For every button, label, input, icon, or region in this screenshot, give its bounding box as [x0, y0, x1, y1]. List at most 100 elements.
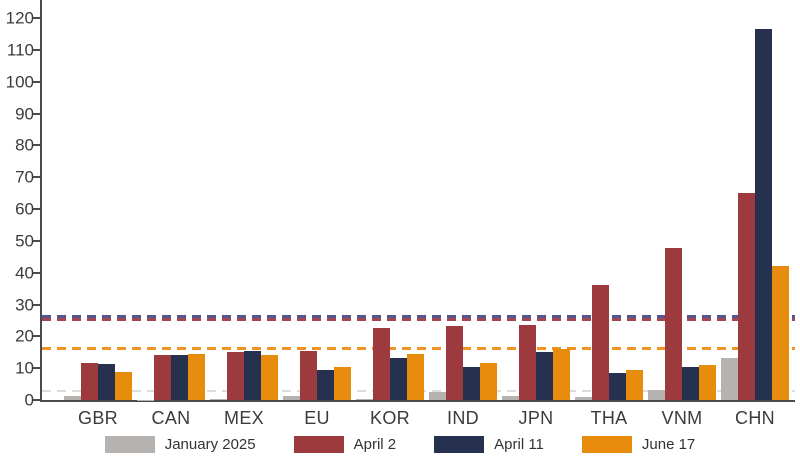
bar-gbr-april-2: [81, 363, 98, 400]
y-axis-tick-mark: [33, 399, 40, 401]
y-axis-tick-label: 50: [15, 231, 34, 251]
x-axis-label: THA: [590, 408, 628, 428]
bar-group-tha: THA: [575, 0, 643, 428]
bar-ind-april-2: [446, 325, 463, 400]
bar-chn-april-11: [755, 29, 772, 400]
bar-vnm-april-2: [665, 247, 682, 400]
y-axis-tick-label: 30: [15, 295, 34, 314]
bar-group-vnm: VNM: [648, 0, 716, 428]
bar-gbr-january-2025: [64, 395, 81, 400]
bar-eu-june-17: [334, 366, 351, 400]
x-axis-label: GBR: [78, 408, 118, 428]
bar-ind-january-2025: [429, 392, 446, 400]
bar-gbr-june-17: [115, 372, 132, 400]
x-axis-label: VNM: [661, 408, 703, 428]
bar-mex-june-17: [261, 354, 278, 400]
y-axis-tick-mark: [33, 208, 40, 210]
x-axis-label: JPN: [518, 408, 554, 428]
bar-vnm-january-2025: [648, 390, 665, 400]
y-axis-tick-label: 0: [24, 390, 34, 410]
bar-jpn-april-11: [536, 351, 553, 400]
legend-item-april-11: April 11: [434, 436, 544, 453]
bar-group-ind: IND: [429, 0, 497, 428]
y-axis-tick-label: 90: [15, 104, 34, 123]
bar-kor-april-2: [373, 328, 390, 400]
y-axis-tick-label: 40: [15, 263, 34, 283]
plot-area: GBR CAN MEX EU KOR IND JPN THA VNM CHN 0 10 20 30 40 5…: [6, 0, 795, 428]
y-axis-tick-label: 100: [5, 72, 34, 92]
x-axis-label: MEX: [224, 408, 264, 428]
y-axis-tick-mark: [33, 112, 40, 115]
bar-group-jpn: JPN: [502, 0, 570, 428]
bar-chn-april-2: [738, 193, 755, 400]
bar-kor-april-11: [390, 357, 407, 400]
y-axis-tick-label: 120: [5, 8, 34, 28]
reference-line-june-17: [42, 347, 795, 351]
legend-item-january-2025: January 2025: [104, 436, 256, 453]
y-axis-tick-label: 20: [15, 326, 34, 346]
bar-can-june-17: [188, 353, 205, 400]
legend-label: January 2025: [164, 436, 256, 453]
y-axis-tick-label: 60: [15, 199, 34, 219]
bar-group-mex: MEX: [210, 0, 278, 428]
y-axis-tick-label: 70: [15, 167, 34, 187]
x-axis-label: EU: [304, 408, 330, 428]
bar-kor-january-2025: [356, 399, 373, 400]
bar-group-gbr: GBR: [64, 0, 132, 428]
x-axis-label: KOR: [370, 408, 410, 428]
bar-group-eu: EU: [283, 0, 351, 428]
bar-tha-april-2: [592, 284, 609, 400]
x-axis-label: CHN: [735, 408, 775, 428]
bar-mex-january-2025: [210, 399, 227, 400]
y-axis-tick-label: 80: [15, 135, 34, 155]
bar-mex-april-11: [244, 350, 261, 400]
reference-line-april-2: [42, 318, 795, 322]
bar-jpn-january-2025: [502, 395, 519, 400]
y-axis-tick-mark: [33, 176, 40, 179]
legend-label: June 17: [641, 436, 696, 453]
bar-chn-january-2025: [721, 357, 738, 400]
bar-tha-april-11: [609, 372, 626, 400]
y-axis-tick-mark: [33, 367, 40, 370]
y-axis-tick-label: 110: [6, 40, 34, 60]
bar-tha-june-17: [626, 370, 643, 400]
bar-ind-april-11: [463, 366, 480, 400]
y-axis-tick-mark: [33, 17, 40, 20]
x-axis-label: IND: [447, 408, 479, 428]
legend-swatch: [434, 436, 485, 453]
y-axis-tick-mark: [33, 239, 40, 242]
reference-line-april-11: [42, 315, 795, 319]
y-axis-tick-mark: [33, 303, 40, 306]
y-axis-tick-mark: [33, 80, 40, 83]
bar-jpn-april-2: [519, 324, 536, 400]
bar-vnm-april-11: [682, 366, 699, 400]
y-axis-tick-mark: [33, 335, 40, 338]
y-axis-tick-label: 10: [15, 358, 34, 378]
bar-tha-january-2025: [575, 397, 592, 400]
bar-vnm-june-17: [699, 365, 716, 400]
bar-can-april-2: [154, 355, 171, 400]
x-axis-label: CAN: [151, 408, 191, 428]
bar-eu-january-2025: [283, 395, 300, 400]
legend-label: April 11: [494, 436, 544, 453]
bar-kor-june-17: [407, 353, 424, 400]
bar-group-kor: KOR: [356, 0, 424, 428]
bar-chn-june-17: [772, 266, 789, 400]
legend-label: April 2: [353, 436, 397, 453]
y-axis-tick-mark: [33, 144, 40, 147]
bar-ind-june-17: [480, 363, 497, 400]
y-axis-tick-mark: [33, 271, 40, 274]
y-axis-tick-mark: [33, 48, 40, 51]
bar-group-can: CAN: [137, 0, 205, 428]
legend: January 2025 April 2 April 11 June 17: [0, 436, 800, 453]
legend-swatch: [104, 436, 155, 453]
legend-swatch: [293, 436, 344, 453]
bar-mex-april-2: [227, 351, 244, 400]
legend-swatch: [581, 436, 632, 453]
bar-jpn-june-17: [553, 349, 570, 400]
bar-groups: GBR CAN MEX EU KOR IND JPN THA VNM CHN: [42, 0, 795, 428]
legend-item-june-17: June 17: [581, 436, 696, 453]
legend-item-april-2: April 2: [293, 436, 397, 453]
bar-eu-april-11: [317, 369, 334, 400]
